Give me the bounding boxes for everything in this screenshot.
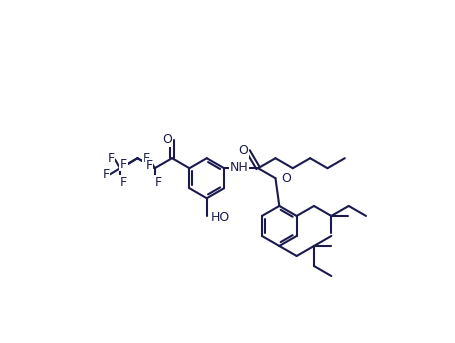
Text: F: F [120,158,127,171]
Text: F: F [102,168,110,181]
Text: NH: NH [229,161,248,174]
Text: HO: HO [210,211,229,224]
Text: F: F [145,159,152,172]
Text: O: O [238,144,248,157]
Text: O: O [280,172,290,185]
Text: F: F [154,176,161,189]
Text: F: F [107,152,115,165]
Text: F: F [142,152,149,165]
Text: O: O [162,133,172,146]
Text: F: F [119,176,126,189]
